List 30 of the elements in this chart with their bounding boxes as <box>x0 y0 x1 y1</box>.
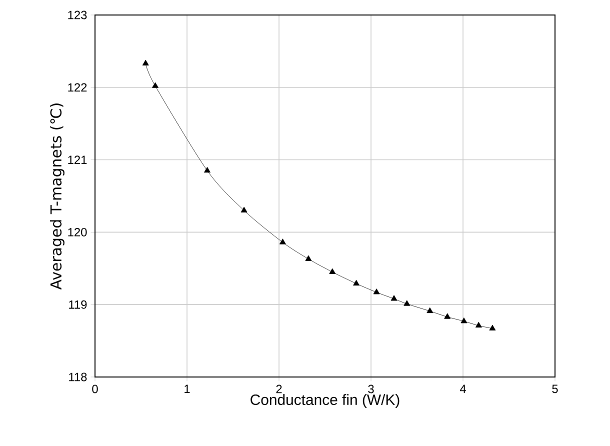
point <box>329 268 336 274</box>
point <box>142 60 149 66</box>
x-tick-label: 1 <box>184 384 190 393</box>
point <box>204 166 210 173</box>
point <box>460 318 468 324</box>
y-tick-label: 120 <box>68 228 87 236</box>
y-tick-label: 122 <box>68 83 87 92</box>
x-tick-label: 3 <box>368 384 374 394</box>
point <box>475 322 482 328</box>
point <box>373 288 380 294</box>
x-tick-label: 0 <box>92 384 98 394</box>
y-tick-label: 119 <box>69 300 87 309</box>
point <box>305 255 312 261</box>
x-axis-title: Conductance fin (W/K) <box>250 394 400 408</box>
y-axis-title: Averaged T-magnets (℃) <box>50 104 64 290</box>
point <box>240 206 248 212</box>
x-tick-label: 2 <box>276 384 282 394</box>
point <box>152 82 158 88</box>
x-tick-label: 5 <box>552 384 558 394</box>
point <box>353 280 360 286</box>
x-tick-label: 4 <box>460 384 466 393</box>
point <box>404 300 410 306</box>
point <box>489 324 496 330</box>
point <box>390 295 398 301</box>
y-tick-label: 123 <box>68 10 87 20</box>
point <box>426 307 434 314</box>
point <box>444 313 451 319</box>
y-tick-label: 118 <box>69 372 87 382</box>
y-tick-label: 121 <box>68 156 87 164</box>
point <box>279 238 286 244</box>
